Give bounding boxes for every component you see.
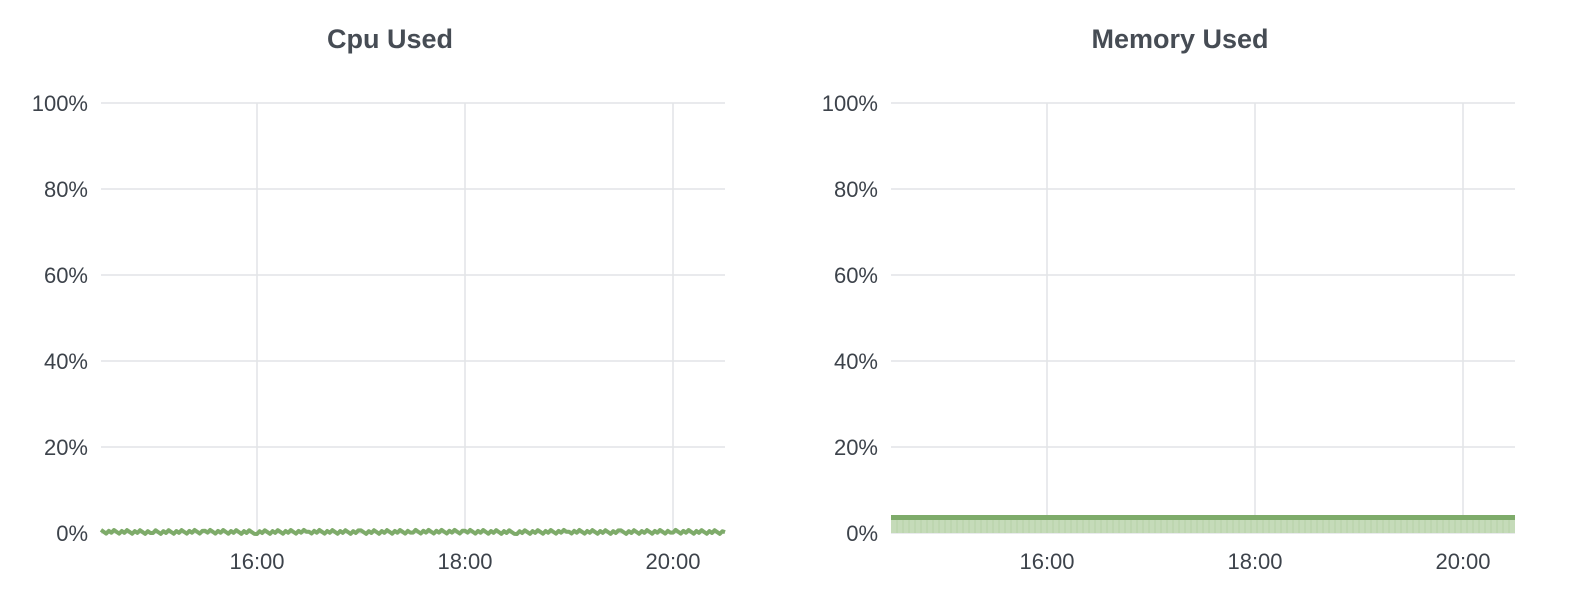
- y-tick-label: 80%: [834, 177, 878, 202]
- x-tick-label: 16:00: [229, 549, 284, 574]
- x-tick-label: 20:00: [1435, 549, 1490, 574]
- y-tick-label: 20%: [834, 435, 878, 460]
- memory-used-panel: Memory Used 0% 20% 40% 60% 80% 100% 16:00 18:00…: [790, 0, 1570, 610]
- y-tick-label: 80%: [44, 177, 88, 202]
- cpu-used-chart: 0% 20% 40% 60% 80% 100% 16:00 18:00 20:00: [32, 91, 726, 574]
- x-tick-label: 18:00: [437, 549, 492, 574]
- cpu-used-panel: Cpu Used 0% 20% 40% 60% 80% 100% 16:00 18:00 20:…: [0, 0, 780, 610]
- chart-title: Cpu Used: [326, 24, 453, 54]
- x-tick-label: 18:00: [1227, 549, 1282, 574]
- y-tick-label: 40%: [834, 349, 878, 374]
- y-tick-label: 40%: [44, 349, 88, 374]
- series-line: [99, 527, 726, 536]
- memory-used-chart: 0% 20% 40% 60% 80% 100% 16:00 18:00 20:00: [822, 91, 1516, 574]
- x-tick-label: 20:00: [645, 549, 700, 574]
- y-tick-label: 20%: [44, 435, 88, 460]
- y-tick-label: 60%: [834, 263, 878, 288]
- y-tick-label: 100%: [32, 91, 88, 116]
- y-tick-label: 60%: [44, 263, 88, 288]
- chart-title: Memory Used: [1091, 24, 1269, 54]
- y-tick-label: 100%: [822, 91, 878, 116]
- y-tick-label: 0%: [56, 521, 88, 546]
- y-tick-label: 0%: [846, 521, 878, 546]
- x-tick-label: 16:00: [1019, 549, 1074, 574]
